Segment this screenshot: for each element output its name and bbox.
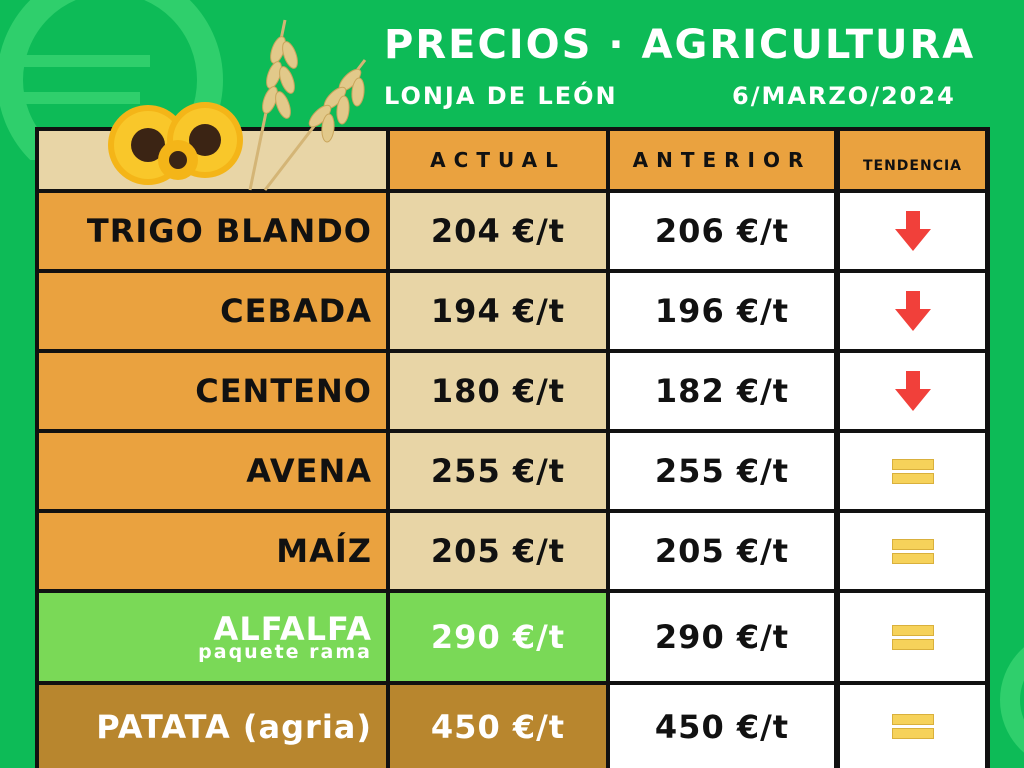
trend-cell <box>840 685 985 768</box>
actual-price: 204 €/t <box>430 212 566 250</box>
actual-price: 450 €/t <box>430 707 566 746</box>
down-arrow-icon <box>894 211 931 251</box>
anterior-cell: 196 €/t <box>610 273 834 349</box>
actual-price: 194 €/t <box>430 292 566 330</box>
row-name-cell: MAÍZ <box>39 513 386 589</box>
product-name: TRIGO BLANDO <box>86 212 372 250</box>
down-arrow-icon <box>894 371 931 411</box>
anterior-price: 206 €/t <box>654 212 790 250</box>
sunflower-icon <box>108 102 243 185</box>
date-label: 6/MARZO/2024 <box>732 82 956 110</box>
wheat-icon <box>248 19 367 191</box>
actual-cell: 204 €/t <box>390 193 606 269</box>
equal-icon <box>891 624 934 650</box>
product-name: ALFALFA <box>213 609 372 648</box>
actual-price: 205 €/t <box>430 532 566 570</box>
euro-symbol-icon <box>0 0 223 160</box>
anterior-price: 196 €/t <box>654 292 790 330</box>
actual-cell: 194 €/t <box>390 273 606 349</box>
anterior-price: 255 €/t <box>654 452 790 490</box>
header-actual: ACTUAL <box>390 131 606 189</box>
down-arrow-icon <box>894 291 931 331</box>
euro-symbol-icon <box>1000 647 1024 753</box>
trend-cell <box>840 513 985 589</box>
product-name: CEBADA <box>220 292 372 330</box>
product-subname: paquete rama <box>198 640 372 663</box>
header-tendencia: TENDENCIA <box>840 131 985 189</box>
anterior-cell: 290 €/t <box>610 593 834 681</box>
product-name: AVENA <box>246 452 372 490</box>
row-name-cell: CEBADA <box>39 273 386 349</box>
row-name-cell: CENTENO <box>39 353 386 429</box>
sunflower-wheat-illustration <box>108 19 367 191</box>
trend-cell <box>840 193 985 269</box>
equal-icon <box>891 714 934 739</box>
location-label: LONJA DE LEÓN <box>384 82 618 110</box>
trend-cell <box>840 593 985 681</box>
actual-cell: 450 €/t <box>390 685 606 768</box>
product-name: PATATA (agria) <box>96 707 372 746</box>
trend-cell <box>840 273 985 349</box>
row-name-cell: PATATA (agria) <box>39 685 386 768</box>
anterior-cell: 450 €/t <box>610 685 834 768</box>
anterior-cell: 182 €/t <box>610 353 834 429</box>
actual-price: 290 €/t <box>430 618 566 656</box>
actual-price: 180 €/t <box>430 372 566 410</box>
equal-icon <box>891 458 934 484</box>
actual-price: 255 €/t <box>430 452 566 490</box>
anterior-price: 290 €/t <box>654 618 790 656</box>
page-title: PRECIOS · AGRICULTURA <box>384 22 976 68</box>
header-tendencia-label: TENDENCIA <box>862 158 963 174</box>
anterior-cell: 255 €/t <box>610 433 834 509</box>
anterior-cell: 206 €/t <box>610 193 834 269</box>
product-name-stack: ALFALFA paquete rama <box>198 613 372 662</box>
header-actual-label: ACTUAL <box>430 148 566 172</box>
header-anterior-label: ANTERIOR <box>632 148 812 172</box>
row-name-cell: AVENA <box>39 433 386 509</box>
product-name: CENTENO <box>195 372 372 410</box>
product-name: MAÍZ <box>276 532 372 570</box>
equal-icon <box>891 538 934 564</box>
anterior-price: 450 €/t <box>654 707 790 746</box>
trend-cell <box>840 353 985 429</box>
actual-cell: 180 €/t <box>390 353 606 429</box>
trend-cell <box>840 433 985 509</box>
actual-cell: 290 €/t <box>390 593 606 681</box>
header-anterior: ANTERIOR <box>610 131 834 189</box>
actual-cell: 255 €/t <box>390 433 606 509</box>
row-name-cell: TRIGO BLANDO <box>39 193 386 269</box>
actual-cell: 205 €/t <box>390 513 606 589</box>
anterior-cell: 205 €/t <box>610 513 834 589</box>
row-name-cell: ALFALFA paquete rama <box>39 593 386 681</box>
price-table: ACTUAL ANTERIOR TENDENCIA TRIGO BLANDO 2… <box>35 127 990 768</box>
anterior-price: 182 €/t <box>654 372 790 410</box>
anterior-price: 205 €/t <box>654 532 790 570</box>
